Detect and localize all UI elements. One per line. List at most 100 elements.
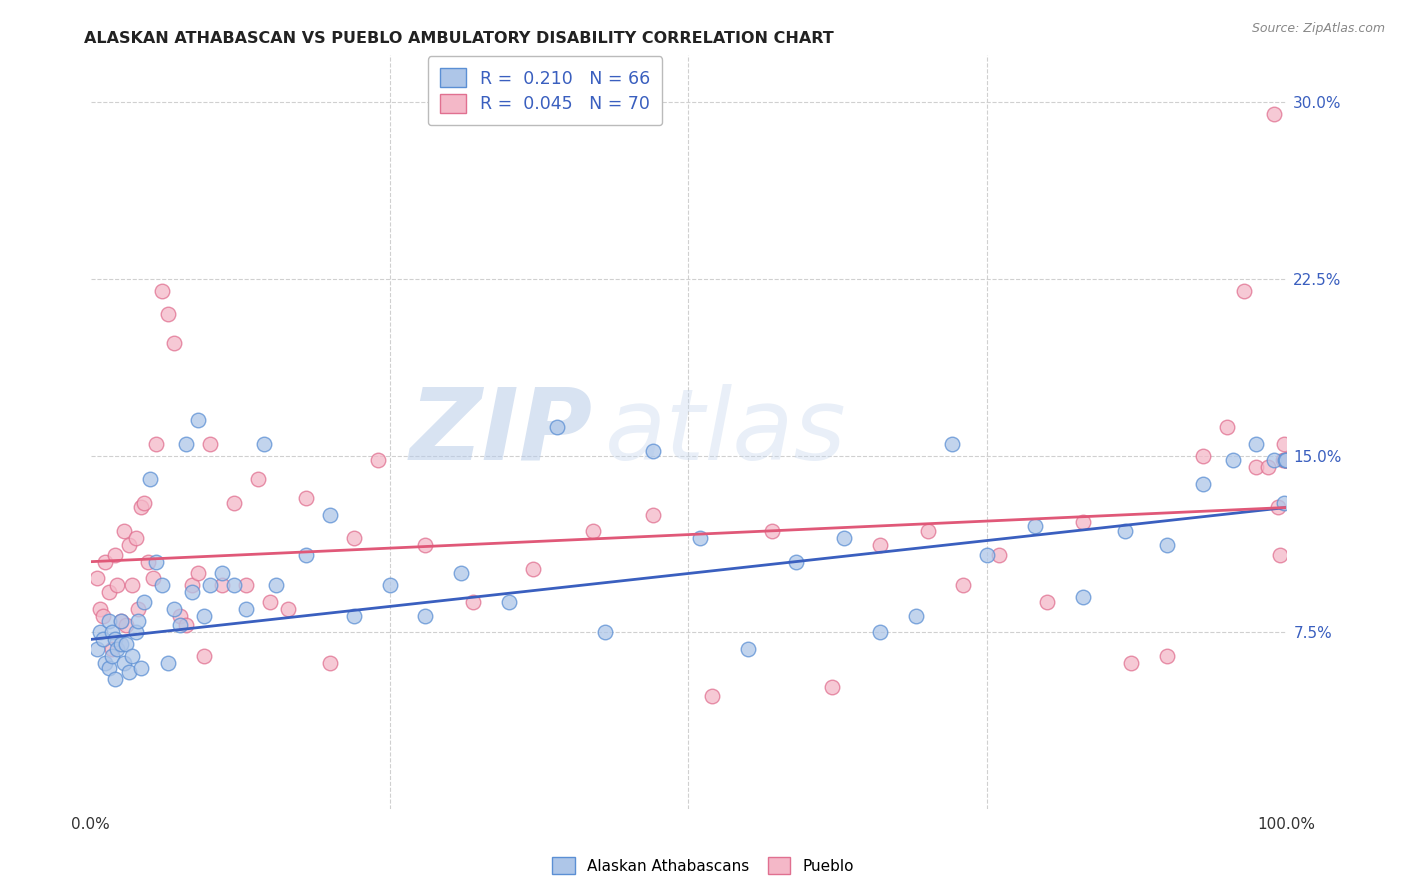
Point: [1275, 453, 1298, 467]
Point: [118, 538, 141, 552]
Point: [169, 618, 191, 632]
Legend: Alaskan Athabascans, Pueblo: Alaskan Athabascans, Pueblo: [546, 851, 860, 880]
Point: [142, 571, 165, 585]
Point: [917, 524, 939, 538]
Point: [125, 625, 148, 640]
Point: [157, 656, 180, 670]
Point: [869, 538, 891, 552]
Point: [193, 608, 215, 623]
Point: [94, 555, 117, 569]
Point: [112, 524, 135, 538]
Point: [174, 437, 197, 451]
Point: [134, 595, 156, 609]
Point: [103, 548, 125, 562]
Point: [86, 641, 108, 656]
Point: [641, 444, 664, 458]
Point: [139, 472, 162, 486]
Point: [198, 578, 221, 592]
Point: [702, 689, 724, 703]
Point: [546, 420, 568, 434]
Point: [134, 496, 156, 510]
Point: [415, 538, 437, 552]
Point: [277, 602, 299, 616]
Point: [1272, 437, 1295, 451]
Point: [1233, 284, 1256, 298]
Point: [1272, 496, 1295, 510]
Point: [118, 665, 141, 680]
Point: [869, 625, 891, 640]
Point: [86, 571, 108, 585]
Point: [247, 472, 270, 486]
Point: [101, 641, 124, 656]
Point: [259, 595, 281, 609]
Point: [136, 555, 159, 569]
Point: [187, 566, 209, 581]
Point: [145, 555, 167, 569]
Point: [1275, 453, 1298, 467]
Point: [91, 632, 114, 647]
Point: [737, 641, 759, 656]
Point: [1071, 515, 1094, 529]
Point: [319, 656, 342, 670]
Point: [103, 673, 125, 687]
Point: [181, 578, 204, 592]
Point: [415, 608, 437, 623]
Point: [689, 531, 711, 545]
Point: [1222, 453, 1244, 467]
Point: [169, 608, 191, 623]
Point: [193, 648, 215, 663]
Point: [121, 648, 143, 663]
Point: [91, 608, 114, 623]
Point: [821, 680, 844, 694]
Point: [150, 284, 173, 298]
Point: [94, 656, 117, 670]
Point: [1215, 420, 1237, 434]
Point: [1071, 590, 1094, 604]
Point: [988, 548, 1011, 562]
Point: [785, 555, 807, 569]
Point: [101, 625, 124, 640]
Point: [1246, 437, 1268, 451]
Point: [1257, 460, 1279, 475]
Legend: R =  0.210   N = 66, R =  0.045   N = 70: R = 0.210 N = 66, R = 0.045 N = 70: [427, 56, 662, 125]
Point: [761, 524, 783, 538]
Point: [150, 578, 173, 592]
Point: [125, 531, 148, 545]
Point: [89, 625, 111, 640]
Point: [211, 578, 233, 592]
Point: [157, 307, 180, 321]
Point: [110, 614, 132, 628]
Point: [105, 641, 128, 656]
Point: [129, 500, 152, 515]
Point: [1263, 453, 1285, 467]
Point: [89, 602, 111, 616]
Point: [1024, 519, 1046, 533]
Point: [1274, 453, 1296, 467]
Point: [1271, 453, 1294, 467]
Point: [235, 578, 257, 592]
Point: [641, 508, 664, 522]
Point: [235, 602, 257, 616]
Point: [181, 585, 204, 599]
Point: [1119, 656, 1142, 670]
Point: [378, 578, 401, 592]
Point: [127, 614, 149, 628]
Point: [941, 437, 963, 451]
Point: [1036, 595, 1059, 609]
Point: [97, 614, 120, 628]
Text: atlas: atlas: [605, 384, 846, 481]
Point: [593, 625, 616, 640]
Point: [1274, 453, 1296, 467]
Point: [115, 618, 138, 632]
Point: [976, 548, 998, 562]
Point: [97, 585, 120, 599]
Point: [343, 531, 366, 545]
Point: [522, 562, 544, 576]
Point: [224, 578, 246, 592]
Point: [110, 637, 132, 651]
Point: [127, 602, 149, 616]
Point: [952, 578, 974, 592]
Point: [163, 335, 186, 350]
Point: [198, 437, 221, 451]
Point: [103, 632, 125, 647]
